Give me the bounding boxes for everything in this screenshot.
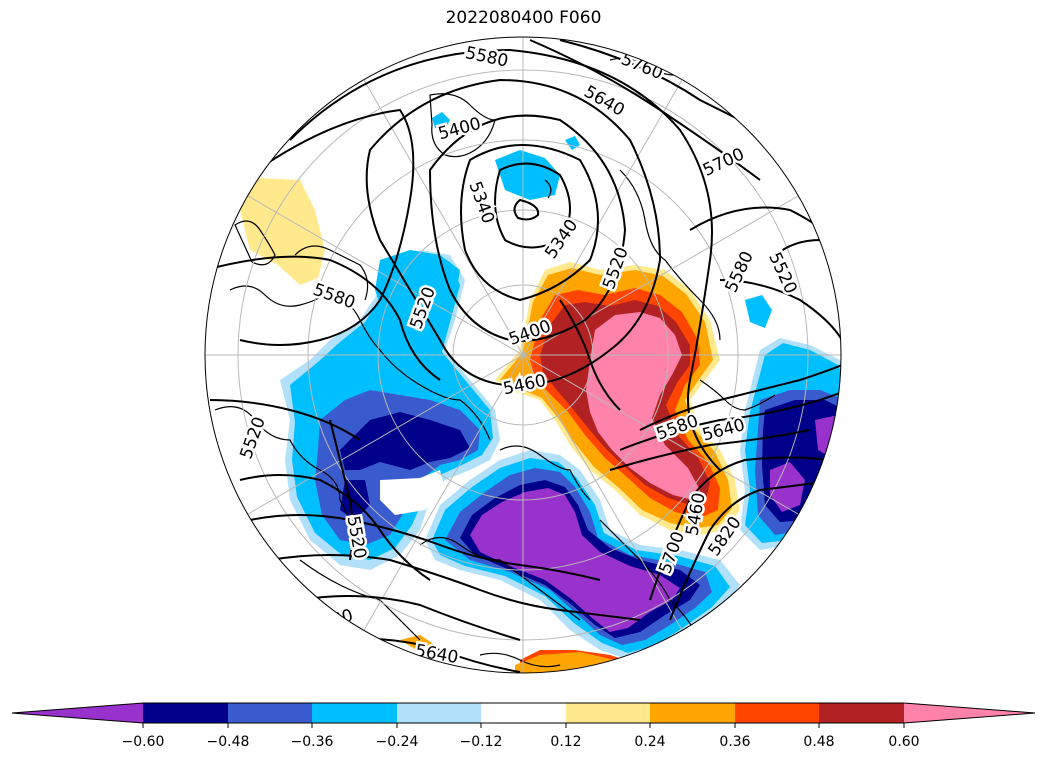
anomaly-patch: [380, 470, 445, 515]
meridian: [363, 79, 683, 631]
coastline: [299, 559, 421, 641]
contour-line: [428, 114, 627, 342]
colorbar-tick-label: 0.36: [719, 734, 750, 750]
colorbar-ticks: [142, 723, 905, 728]
height-contours: [205, 39, 841, 673]
coastline: [419, 536, 581, 621]
contour-line: [365, 78, 662, 387]
anomaly-patch: [340, 412, 470, 470]
colorbar-tick-label: 0.60: [888, 734, 919, 750]
colorbar-extend-high: [904, 703, 1035, 723]
colorbar-segment: [481, 703, 566, 723]
anomaly-patch: [240, 178, 325, 285]
graticule: [205, 37, 841, 673]
contour-line: [609, 429, 811, 471]
contour-line: [239, 474, 431, 581]
contour-line: [460, 144, 599, 302]
colorbar-segment: [312, 703, 397, 723]
colorbar-tick-label: −0.60: [122, 734, 165, 750]
colorbar-segment: [819, 703, 904, 723]
colorbar-tick-labels: −0.60 −0.48 −0.36 −0.24 −0.12 0.12 0.24 …: [122, 734, 920, 750]
colorbar: −0.60 −0.48 −0.36 −0.24 −0.12 0.12 0.24 …: [11, 702, 1036, 750]
contour-line: [669, 479, 841, 621]
coastline: [214, 406, 361, 541]
anomaly-patch: [745, 295, 772, 328]
colorbar-tick-label: 0.48: [803, 734, 834, 750]
coastlines: [214, 57, 776, 668]
colorbar-segment: [566, 703, 650, 723]
contour-line: [205, 255, 441, 381]
coastline: [499, 445, 591, 501]
colorbar-tick-label: 0.12: [550, 734, 581, 750]
contour-line: [649, 456, 831, 601]
map-title: 2022080400 F060: [445, 8, 602, 28]
contour-line: [719, 279, 841, 341]
contour-line: [229, 108, 415, 346]
contour-line: [289, 48, 721, 471]
contour-line: [619, 391, 841, 451]
colorbar-segment: [143, 703, 228, 723]
colorbar-tick-label: −0.36: [291, 734, 334, 750]
anomaly-patch: [495, 150, 560, 200]
contour-line: [513, 198, 540, 221]
map-content: 5580 5760 5640 5400 5340 5340 5700 5520 …: [205, 37, 841, 673]
contour-line: [269, 554, 641, 621]
contour-line: [559, 299, 621, 411]
colorbar-segment: [228, 703, 312, 723]
coastline: [229, 285, 491, 441]
anomaly-patch: [375, 250, 460, 345]
contour-line: [329, 419, 354, 561]
anomaly-patch: [515, 652, 640, 673]
contour-line: [209, 399, 361, 441]
coastline: [544, 179, 552, 199]
colorbar-segment: [735, 703, 819, 723]
map-boundary: [204, 36, 842, 674]
contour-line: [299, 595, 521, 641]
colorbar-tick-label: −0.48: [207, 734, 250, 750]
contour-line: [494, 162, 571, 249]
coastline: [234, 220, 276, 266]
colorbar-segment: [650, 703, 735, 723]
colorbar-extend-low: [12, 703, 143, 723]
coastline: [699, 379, 776, 411]
contour-line: [249, 514, 601, 581]
contour-line: [639, 364, 841, 431]
contour-line: [529, 39, 761, 181]
colorbar-tick-label: −0.24: [376, 734, 419, 750]
colorbar-tick-label: 0.24: [634, 734, 665, 750]
colorbar-tick-label: −0.12: [460, 734, 503, 750]
coastline: [479, 652, 561, 668]
coastline: [619, 169, 721, 341]
colorbar-segment: [397, 703, 481, 723]
anomaly-patch: [432, 112, 450, 130]
coastline: [429, 93, 496, 158]
